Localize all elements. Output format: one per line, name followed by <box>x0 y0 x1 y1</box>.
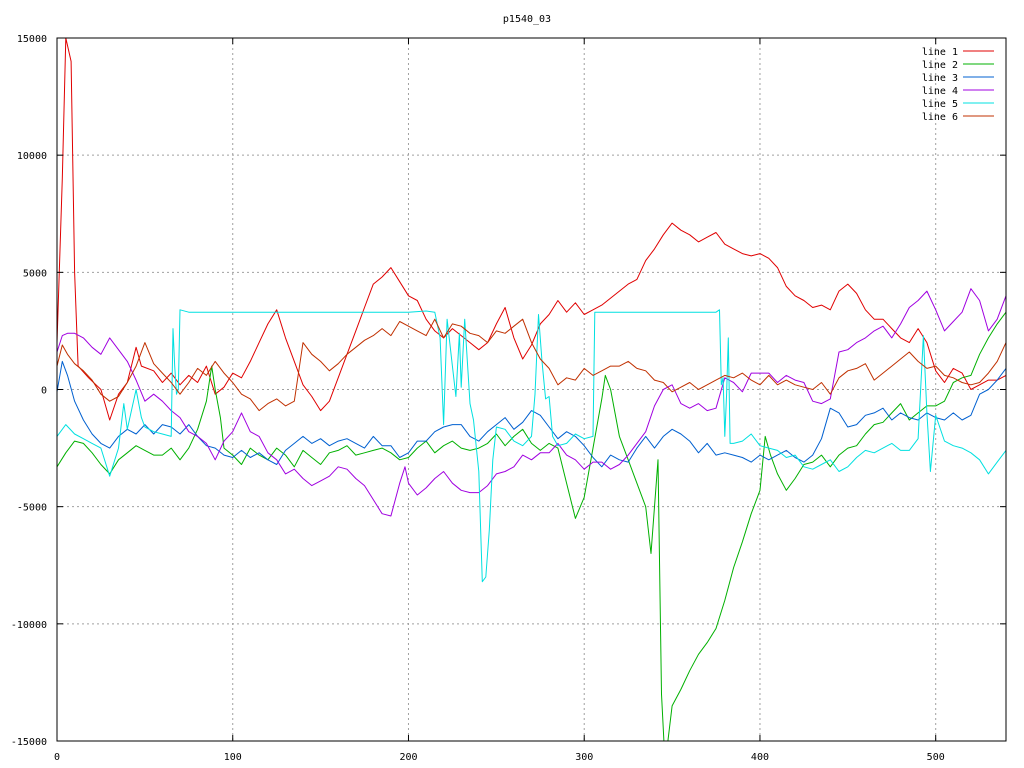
x-tick-label: 200 <box>399 752 417 763</box>
legend-label: line 3 <box>922 73 958 84</box>
series-group <box>57 38 1006 741</box>
tick-marks <box>56 37 1006 742</box>
series-line-1 <box>57 38 1006 421</box>
y-tick-label: -5000 <box>17 503 47 514</box>
x-tick-labels: 0 100 200 300 400 500 <box>54 752 945 763</box>
y-tick-label: 15000 <box>17 34 47 45</box>
grid-lines <box>57 38 1006 741</box>
y-tick-label: -15000 <box>11 737 47 748</box>
x-tick-label: 0 <box>54 752 60 763</box>
x-tick-label: 100 <box>224 752 242 763</box>
y-tick-label: 10000 <box>17 151 47 162</box>
x-tick-label: 400 <box>751 752 769 763</box>
series-line-4 <box>57 288 1006 517</box>
series-line-6 <box>57 318 1006 412</box>
y-tick-label: -10000 <box>11 620 47 631</box>
y-tick-label: 5000 <box>23 268 47 279</box>
legend-label: line 2 <box>922 60 958 71</box>
legend-label: line 4 <box>922 86 958 97</box>
y-tick-label: 0 <box>41 386 47 397</box>
legend-label: line 5 <box>922 99 958 110</box>
series-line-5 <box>57 309 1006 583</box>
series-line-2 <box>57 311 1006 741</box>
legend-label: line 6 <box>922 112 958 123</box>
chart-title: p1540_03 <box>503 14 551 25</box>
x-tick-label: 500 <box>927 752 945 763</box>
x-tick-label: 300 <box>575 752 593 763</box>
legend-label: line 1 <box>922 47 958 58</box>
legend: line 1 line 2 line 3 line 4 line 5 line 6 <box>922 47 994 123</box>
y-tick-labels: -15000 -10000 -5000 0 5000 10000 15000 <box>11 34 47 748</box>
